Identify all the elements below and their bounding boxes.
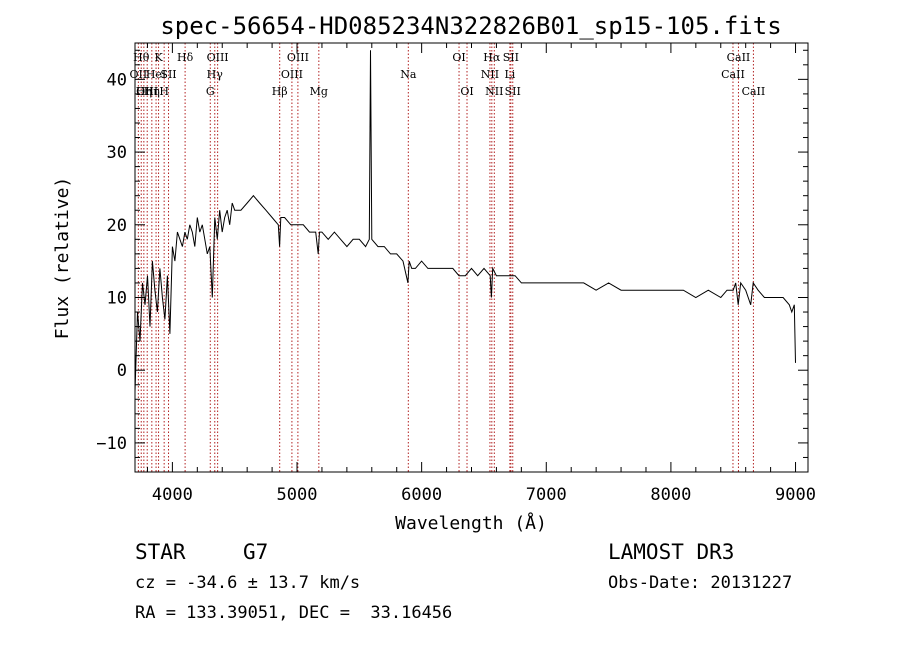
- spectrum-line: [134, 50, 796, 393]
- line-marker-label: G: [206, 85, 215, 98]
- line-marker-label: Hα: [483, 51, 501, 64]
- y-axis-label: Flux (relative): [52, 177, 73, 340]
- line-marker-label: Mg: [310, 85, 328, 98]
- line-marker-label: Hη: [136, 85, 152, 98]
- x-tick-label: 4000: [152, 485, 193, 505]
- line-marker-label: Hη: [144, 85, 160, 98]
- line-marker-label: Li: [504, 68, 515, 81]
- x-tick-label: 9000: [775, 485, 816, 505]
- line-marker-label: Hβ: [272, 85, 288, 98]
- x-tick-label: 8000: [650, 485, 691, 505]
- y-axis: −10 0 10 20 30 40: [96, 49, 808, 458]
- line-marker-label: SII: [503, 51, 519, 64]
- line-marker-label: NII: [485, 85, 503, 98]
- y-tick-label: 20: [107, 216, 127, 236]
- line-marker-label: SII: [160, 68, 176, 81]
- line-marker-label: K: [154, 51, 163, 64]
- line-marker-label: OII: [130, 68, 148, 81]
- y-tick-label: 40: [107, 70, 127, 90]
- line-marker-label: CaII: [727, 51, 751, 64]
- plot-frame: [134, 42, 809, 473]
- line-marker-label: Hγ: [207, 68, 224, 81]
- x-tick-label: 5000: [277, 485, 318, 505]
- chart-title: spec-56654-HD085234N322826B01_sp15-105.f…: [160, 12, 781, 40]
- line-marker-label: OIII: [287, 51, 309, 64]
- y-tick-label: 10: [107, 288, 127, 308]
- line-marker-label: CaII: [742, 85, 766, 98]
- survey-label: LAMOST DR3: [608, 540, 735, 564]
- line-marker-label: Na: [400, 68, 417, 81]
- line-marker-label: NII: [481, 68, 499, 81]
- line-marker-label: H: [159, 85, 169, 98]
- subclass-label: G7: [243, 540, 269, 564]
- line-marker-label: OIII: [136, 85, 158, 98]
- line-markers: [137, 43, 754, 472]
- cz-label: cz = -34.6 ± 13.7 km/s: [135, 573, 361, 593]
- line-marker-label: OIII: [207, 51, 229, 64]
- line-marker-label: OIII: [281, 68, 303, 81]
- y-tick-label: 0: [117, 361, 127, 381]
- y-tick-label: −10: [96, 434, 127, 454]
- line-marker-label: Hθ: [133, 51, 150, 64]
- line-marker-label: OI: [460, 85, 473, 98]
- radec-label: RA = 133.39051, DEC = 33.16456: [135, 603, 453, 623]
- x-axis-label: Wavelength (Å): [395, 512, 547, 534]
- x-tick-label: 7000: [526, 485, 567, 505]
- obsdate-label: Obs-Date: 20131227: [608, 573, 793, 593]
- y-tick-label: 30: [107, 143, 127, 163]
- line-marker-label: OI: [452, 51, 465, 64]
- line-marker-labels: OIIHθHηOIIIHηHeIKHSIIHδGHγOIIIHβOIIIOIII…: [130, 51, 766, 98]
- line-marker-label: HeI: [146, 68, 166, 81]
- line-marker-label: SII: [505, 85, 521, 98]
- line-marker-label: CaII: [721, 68, 745, 81]
- class-label: STAR: [135, 540, 186, 564]
- x-axis: 4000 5000 6000 7000 8000 9000: [146, 43, 816, 505]
- line-marker-label: Hδ: [177, 51, 194, 64]
- x-tick-label: 6000: [401, 485, 442, 505]
